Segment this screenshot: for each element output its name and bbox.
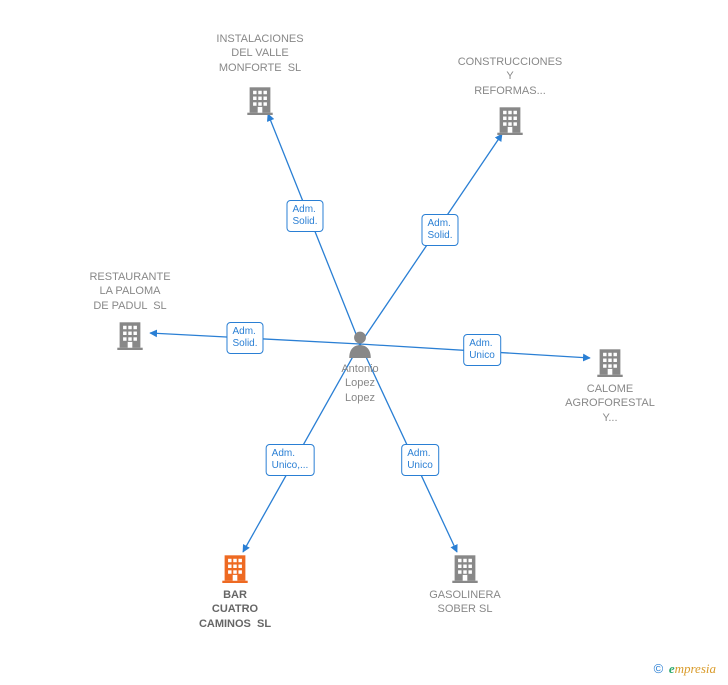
center-label: Antonio Lopez Lopez (341, 362, 378, 405)
building-icon (246, 85, 274, 115)
building-icon (496, 105, 524, 135)
edge-label: Adm. Solid. (421, 214, 458, 246)
node-label: RESTAURANTE LA PALOMA DE PADUL SL (89, 270, 170, 313)
building-icon (596, 347, 624, 377)
copyright-symbol: © (654, 661, 664, 676)
building-icon (451, 553, 479, 583)
edge-label: Adm. Unico (401, 444, 439, 476)
node-label: CONSTRUCCIONES Y REFORMAS... (458, 55, 563, 98)
edge-label: Adm. Unico (463, 334, 501, 366)
building-icon (116, 320, 144, 350)
footer-credit: © empresia (654, 661, 716, 677)
person-icon (347, 330, 373, 358)
node-label: CALOME AGROFORESTAL Y... (565, 382, 655, 425)
node-label: BAR CUATRO CAMINOS SL (199, 588, 271, 631)
building-icon (221, 553, 249, 583)
brand-name: empresia (669, 661, 716, 676)
edge-label: Adm. Solid. (286, 200, 323, 232)
node-label: GASOLINERA SOBER SL (429, 588, 501, 617)
edge-label: Adm. Unico,... (266, 444, 315, 476)
node-label: INSTALACIONES DEL VALLE MONFORTE SL (216, 32, 303, 75)
edge-label: Adm. Solid. (226, 322, 263, 354)
